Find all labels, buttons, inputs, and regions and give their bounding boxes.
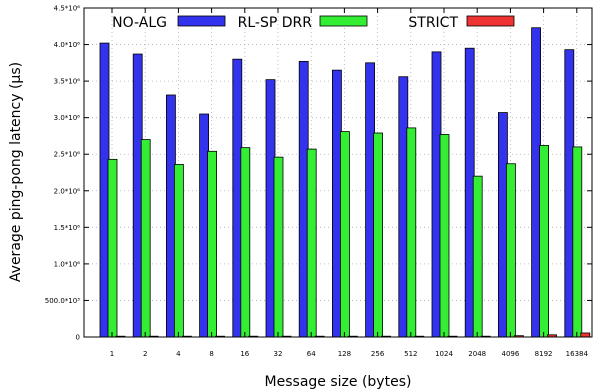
x-tick-label: 16 <box>240 350 249 358</box>
x-tick-label: 2 <box>143 350 147 358</box>
bar-rl-sp-drr <box>273 156 284 338</box>
legend-label: NO-ALG <box>112 15 167 31</box>
x-tick-label: 2048 <box>468 350 486 358</box>
y-tick-label: 1.5*10⁶ <box>54 224 81 232</box>
x-axis-label: Message size (bytes) <box>265 374 412 390</box>
bar-rl-sp-drr <box>373 132 384 338</box>
bar-rl-sp-drr <box>140 139 151 338</box>
y-tick-label: 2.0*10⁶ <box>54 187 81 195</box>
y-axis-ticks: 0 500.0*10³ 1.0*10⁶ 1.5*10⁶ 2.0*10⁶ 2.5*10⁶ 3.… <box>45 5 592 342</box>
bar-rl-sp-drr <box>173 164 184 338</box>
bar-rl-sp-drr <box>539 145 549 338</box>
x-tick-label: 32 <box>274 350 283 358</box>
bar-rl-sp-drr <box>406 127 417 338</box>
bars <box>99 27 591 338</box>
y-tick-label: 4.0*10⁶ <box>54 41 81 49</box>
plot-frame <box>83 7 593 338</box>
legend-swatch <box>466 15 515 27</box>
x-tick-label: 1024 <box>435 350 453 358</box>
x-tick-label: 1 <box>110 350 114 358</box>
bar-rl-sp-drr <box>240 147 251 338</box>
bar-rl-sp-drr <box>505 163 516 338</box>
y-tick-label: 0 <box>76 334 80 342</box>
x-tick-label: 4 <box>176 350 181 358</box>
legend-label: STRICT <box>408 15 458 31</box>
legend-swatch <box>177 15 226 27</box>
bar-rl-sp-drr <box>306 148 317 338</box>
bar-rl-sp-drr <box>439 134 450 338</box>
bar-rl-sp-drr <box>339 131 350 338</box>
y-tick-label: 4.5*10⁶ <box>54 5 81 13</box>
bar-rl-sp-drr <box>107 158 118 338</box>
x-tick-label: 4096 <box>501 350 519 358</box>
x-tick-label: 256 <box>371 350 385 358</box>
legend-label: RL-SP DRR <box>238 15 313 31</box>
y-tick-label: 500.0*10³ <box>45 297 80 305</box>
legend-swatch <box>319 15 368 27</box>
y-tick-label: 2.5*10⁶ <box>54 151 81 159</box>
legend: NO-ALG RL-SP DRR STRICT <box>112 15 515 31</box>
x-tick-label: 64 <box>307 350 316 358</box>
y-axis-label: Average ping-pong latency (µs) <box>8 62 24 282</box>
bar-rl-sp-drr <box>472 175 483 338</box>
x-tick-label: 8 <box>209 350 213 358</box>
bar-rl-sp-drr <box>572 146 583 338</box>
y-tick-label: 1.0*10⁶ <box>54 260 81 268</box>
x-tick-label: 512 <box>404 350 417 358</box>
y-tick-label: 3.0*10⁶ <box>54 114 81 122</box>
y-tick-label: 3.5*10⁶ <box>54 78 81 86</box>
x-tick-label: 16384 <box>566 350 589 358</box>
bar-strict <box>580 332 591 338</box>
bar-rl-sp-drr <box>207 150 218 338</box>
x-tick-label: 8192 <box>535 350 553 358</box>
x-axis-ticks: 1 2 4 8 16 32 64 128 256 512 1024 2048 4096 8192 16384 <box>110 8 589 358</box>
x-tick-label: 128 <box>338 350 351 358</box>
